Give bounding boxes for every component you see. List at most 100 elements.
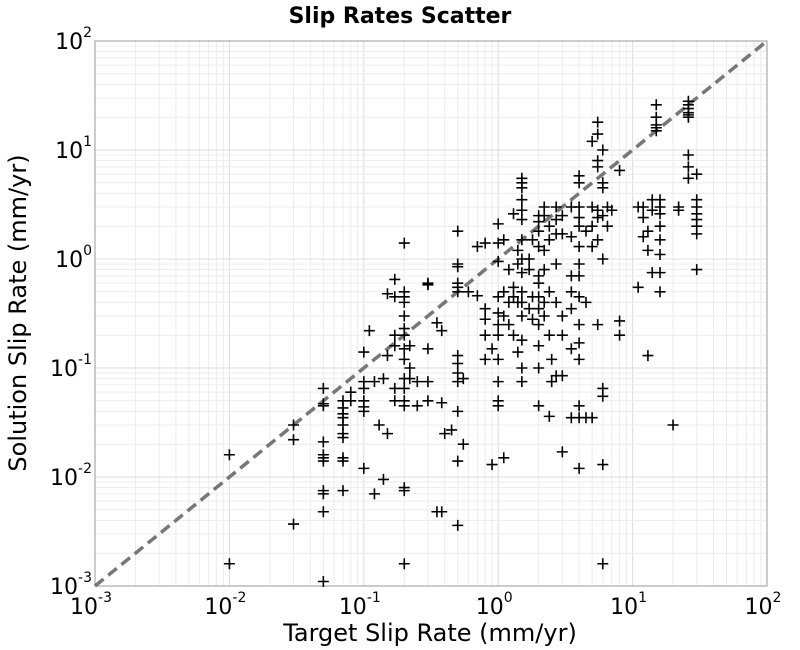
x-axis-tick-labels: 10-3 10-2 10-1 100 101 102: [70, 590, 781, 620]
scatter-point: [533, 216, 545, 228]
scatter-point: [565, 231, 577, 243]
x-tick-label: 101: [610, 590, 647, 620]
y-tick-label: 102: [55, 25, 92, 55]
scatter-point: [337, 485, 349, 497]
scatter-point: [516, 334, 528, 346]
scatter-point: [642, 244, 654, 256]
scatter-point: [457, 373, 469, 385]
scatter-point: [398, 382, 410, 394]
scatter-point: [492, 307, 504, 319]
scatter-point: [592, 234, 604, 246]
scatter-point: [642, 225, 654, 237]
scatter-point: [381, 288, 393, 300]
scatter-point: [516, 362, 528, 374]
scatter-point: [317, 455, 329, 467]
scatter-point: [398, 237, 410, 249]
scatter-point: [642, 350, 654, 362]
scatter-point: [592, 116, 604, 128]
scatter-point: [436, 506, 448, 518]
scatter-point: [654, 267, 666, 279]
scatter-point: [486, 343, 498, 355]
scatter-point: [597, 210, 609, 222]
scatter-point: [373, 419, 385, 431]
scatter-point: [597, 253, 609, 265]
scatter-point: [288, 434, 300, 446]
scatter-point: [538, 264, 550, 276]
scatter-point: [503, 319, 515, 331]
scatter-point: [422, 376, 434, 388]
scatter-point: [543, 220, 555, 232]
scatter-point: [422, 395, 434, 407]
scatter-point: [523, 303, 535, 315]
scatter-point: [516, 376, 528, 388]
scatter-point: [398, 296, 410, 308]
scatter-point: [389, 291, 401, 303]
scatter-point: [422, 343, 434, 355]
scatter-point: [546, 376, 558, 388]
scatter-point: [398, 353, 410, 365]
scatter-point: [452, 519, 464, 531]
scatter-point: [452, 286, 464, 298]
scatter-point: [556, 210, 568, 222]
scatter-point: [543, 410, 555, 422]
scatter-point: [614, 329, 626, 341]
scatter-point: [637, 212, 649, 224]
scatter-point: [368, 376, 380, 388]
scatter-point: [516, 286, 528, 298]
scatter-point: [538, 210, 550, 222]
scatter-point: [527, 313, 539, 325]
scatter-point: [691, 264, 703, 276]
scatter-point: [398, 310, 410, 322]
scatter-point: [637, 201, 649, 213]
scatter-point: [586, 241, 598, 253]
scatter-point: [538, 244, 550, 256]
scatter-point: [471, 290, 483, 302]
scatter-point: [471, 241, 483, 253]
scatter-point: [436, 397, 448, 409]
scatter-point: [533, 362, 545, 374]
scatter-point: [381, 428, 393, 440]
scatter-point: [565, 303, 577, 315]
scatter-point: [556, 446, 568, 458]
x-tick-label: 10-3: [70, 590, 112, 620]
scatter-point: [508, 281, 520, 293]
scatter-point: [586, 220, 598, 232]
scatter-point: [492, 255, 504, 267]
x-axis-label: Target Slip Rate (mm/yr): [282, 619, 577, 647]
y-axis-label: Solution Slip Rate (mm/yr): [4, 154, 32, 471]
scatter-point: [516, 214, 528, 226]
scatter-point: [550, 214, 562, 226]
scatter-point: [650, 99, 662, 111]
y-tick-label: 100: [55, 243, 92, 273]
scatter-point: [288, 419, 300, 431]
scatter-point: [492, 376, 504, 388]
scatter-point: [479, 353, 491, 365]
scatter-point: [479, 329, 491, 341]
scatter-point: [498, 286, 510, 298]
scatter-point: [573, 220, 585, 232]
scatter-point: [516, 204, 528, 216]
scatter-point: [411, 376, 423, 388]
scatter-point: [398, 329, 410, 341]
scatter-point: [691, 168, 703, 180]
scatter-point: [337, 432, 349, 444]
scatter-point: [457, 438, 469, 450]
scatter-point: [398, 400, 410, 412]
scatter-point: [358, 382, 370, 394]
scatter-point: [646, 204, 658, 216]
scatter-point: [565, 343, 577, 355]
scatter-point: [533, 400, 545, 412]
scatter-point: [498, 452, 510, 464]
scatter-point: [543, 286, 555, 298]
scatter-point: [597, 144, 609, 156]
scatter-point: [533, 319, 545, 331]
scatter-point: [573, 258, 585, 270]
scatter-point: [573, 291, 585, 303]
scatter-point: [452, 357, 464, 369]
scatter-point: [597, 459, 609, 471]
chart-title: Slip Rates Scatter: [289, 4, 512, 29]
scatter-point: [573, 337, 585, 349]
scatter-point: [592, 161, 604, 173]
